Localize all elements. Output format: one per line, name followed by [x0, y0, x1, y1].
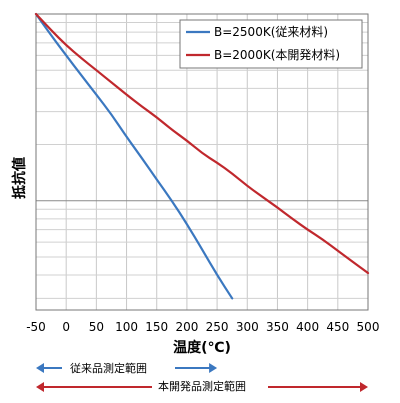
- legend-label-conventional: B=2500K(従来材料): [214, 25, 328, 39]
- x-tick-label: -50: [26, 320, 46, 334]
- x-axis-title: 温度(℃): [173, 339, 231, 356]
- x-tick-label: 400: [296, 320, 319, 334]
- plot-frame: [35, 13, 369, 311]
- x-tick-label: 50: [89, 320, 104, 334]
- x-tick-labels: -50 0 50 100 150 200 250 300 350 400 450 500: [26, 320, 379, 334]
- range-arrow-left-conventional: [36, 363, 44, 373]
- series-line-developed: [34, 12, 370, 275]
- y-axis-title: 抵抗値: [11, 157, 28, 199]
- x-tick-label: 100: [115, 320, 138, 334]
- range-arrow-right-conventional: [209, 363, 218, 373]
- range-label-developed: 本開発品測定範囲: [158, 379, 246, 393]
- x-tick-label: 250: [206, 320, 229, 334]
- x-tick-label: 0: [62, 320, 70, 334]
- range-arrow-left-developed: [36, 382, 44, 392]
- x-tick-label: 150: [145, 320, 168, 334]
- x-tick-label: 300: [236, 320, 259, 334]
- legend-label-developed: B=2000K(本開発材料): [214, 48, 340, 62]
- range-arrow-right-developed: [360, 382, 368, 392]
- range-label-conventional: 従来品測定範囲: [70, 361, 147, 375]
- x-tick-label: 200: [175, 320, 198, 334]
- x-tick-label: 450: [326, 320, 349, 334]
- x-tick-label: 350: [266, 320, 289, 334]
- series-layer: [34, 12, 370, 300]
- series-line-conventional: [34, 12, 234, 300]
- legend: B=2500K(従来材料) B=2000K(本開発材料): [179, 19, 363, 69]
- legend-box: [179, 19, 363, 69]
- measurement-ranges: 従来品測定範囲 本開発品測定範囲: [36, 361, 368, 393]
- x-tick-label: 500: [357, 320, 380, 334]
